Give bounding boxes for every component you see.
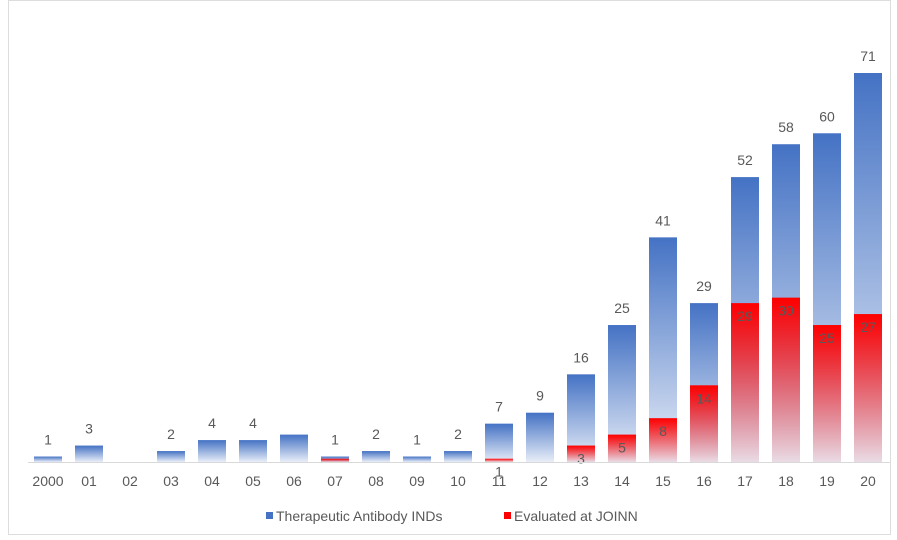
- bar-therapeutic-antibody-inds-01: [75, 445, 103, 462]
- bar-therapeutic-antibody-inds-06: [280, 434, 308, 462]
- value-label-total-13: 16: [573, 349, 589, 365]
- bar-therapeutic-antibody-inds-09: [403, 456, 431, 462]
- x-tick-label-18: 18: [778, 473, 794, 489]
- value-label-joinn-19: 25: [819, 330, 835, 346]
- value-label-total-11: 7: [495, 399, 503, 415]
- bar-therapeutic-antibody-inds-12: [526, 412, 554, 462]
- value-label-total-20: 71: [860, 48, 876, 64]
- x-tick-label-08: 08: [368, 473, 384, 489]
- legend-label-1: Therapeutic Antibody INDs: [276, 508, 443, 524]
- x-tick-label-14: 14: [614, 473, 630, 489]
- x-tick-label-10: 10: [450, 473, 466, 489]
- x-tick-label-03: 03: [163, 473, 179, 489]
- value-label-total-17: 52: [737, 152, 753, 168]
- x-tick-label-07: 07: [327, 473, 343, 489]
- x-tick-label-01: 01: [81, 473, 97, 489]
- x-tick-label-04: 04: [204, 473, 220, 489]
- bar-therapeutic-antibody-inds-2000: [34, 456, 62, 462]
- x-tick-label-02: 02: [122, 473, 138, 489]
- x-tick-label-20: 20: [860, 473, 876, 489]
- x-tick-label-17: 17: [737, 473, 753, 489]
- bar-evaluated-at-joinn-20: [854, 314, 882, 462]
- value-label-total-14: 25: [614, 300, 630, 316]
- bar-evaluated-at-joinn-07: [321, 458, 349, 462]
- bar-evaluated-at-joinn-15: [649, 418, 677, 462]
- bar-evaluated-at-joinn-16: [690, 385, 718, 462]
- legend-swatch-1: [266, 512, 273, 519]
- bar-therapeutic-antibody-inds-04: [198, 440, 226, 462]
- value-label-joinn-18: 30: [778, 303, 794, 319]
- bar-therapeutic-antibody-inds-03: [157, 451, 185, 462]
- bar-evaluated-at-joinn-14: [608, 434, 636, 462]
- value-label-total-10: 2: [454, 426, 462, 442]
- bar-evaluated-at-joinn-18: [772, 297, 800, 462]
- value-label-total-2000: 1: [44, 432, 52, 448]
- value-label-total-04: 4: [208, 415, 216, 431]
- x-tick-label-12: 12: [532, 473, 548, 489]
- value-label-total-16: 29: [696, 278, 712, 294]
- legend-label-2: Evaluated at JOINN: [514, 508, 638, 524]
- value-label-total-05: 4: [249, 415, 257, 431]
- value-labels-layer: 13 24 41 2 1 27191632554182914522958306025712…: [44, 48, 876, 480]
- x-tick-label-19: 19: [819, 473, 835, 489]
- x-tick-label-06: 06: [286, 473, 302, 489]
- bar-evaluated-at-joinn-17: [731, 303, 759, 462]
- bar-evaluated-at-joinn-13: [567, 445, 595, 462]
- chart-frame: [8, 0, 891, 535]
- x-tick-label-11: 11: [492, 473, 507, 489]
- value-label-joinn-15: 8: [659, 423, 667, 439]
- value-label-joinn-14: 5: [618, 440, 626, 456]
- x-tick-label-13: 13: [573, 473, 589, 489]
- x-axis-ticks: 2000 01 02 03 04 05 06 07 08 09 10 11 12 13 14 15 16 17 18…: [32, 473, 876, 489]
- value-label-joinn-11: 1: [495, 464, 503, 480]
- x-tick-label-2000: 2000: [32, 473, 63, 489]
- value-label-total-08: 2: [372, 426, 380, 442]
- bar-evaluated-at-joinn-19: [813, 325, 841, 462]
- bar-therapeutic-antibody-inds-11: [485, 423, 513, 462]
- legend-swatch-2: [504, 512, 511, 519]
- value-label-total-01: 3: [85, 421, 93, 437]
- value-label-total-12: 9: [536, 388, 544, 404]
- x-tick-label-16: 16: [696, 473, 712, 489]
- bar-therapeutic-antibody-inds-08: [362, 451, 390, 462]
- value-label-joinn-20: 27: [860, 319, 876, 335]
- value-label-total-18: 58: [778, 119, 794, 135]
- value-label-total-09: 1: [413, 432, 421, 448]
- x-tick-label-09: 09: [409, 473, 425, 489]
- value-label-total-15: 41: [655, 212, 671, 228]
- bar-therapeutic-antibody-inds-10: [444, 451, 472, 462]
- value-label-total-07: 1: [331, 432, 339, 448]
- bars-layer: [34, 73, 882, 463]
- value-label-joinn-16: 14: [696, 390, 712, 406]
- bar-evaluated-at-joinn-11: [485, 458, 513, 462]
- x-tick-label-05: 05: [245, 473, 261, 489]
- legend: Therapeutic Antibody INDs Evaluated at JO…: [266, 508, 638, 524]
- value-label-total-19: 60: [819, 108, 835, 124]
- x-tick-label-15: 15: [655, 473, 671, 489]
- value-label-joinn-17: 29: [737, 308, 753, 324]
- value-label-joinn-13: 3: [577, 451, 585, 467]
- bar-therapeutic-antibody-inds-05: [239, 440, 267, 462]
- value-label-total-03: 2: [167, 426, 175, 442]
